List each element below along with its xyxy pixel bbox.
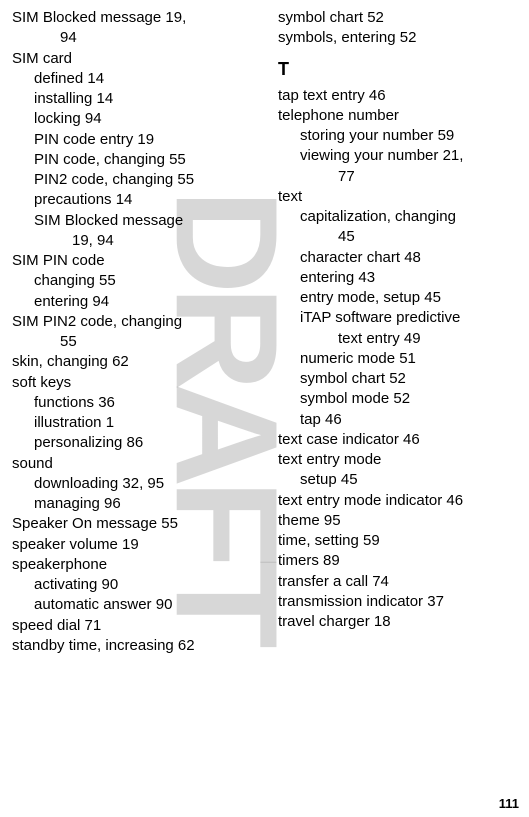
index-entry: SIM Blocked message 19,94	[12, 8, 272, 49]
index-entry: viewing your number 21,77	[278, 146, 529, 187]
index-entry: SIM PIN code	[12, 251, 272, 271]
index-entry: locking 94	[12, 109, 272, 129]
index-entry: capitalization, changing45	[278, 207, 529, 248]
index-entry: setup 45	[278, 470, 529, 490]
index-entry: PIN code, changing 55	[12, 150, 272, 170]
index-content: SIM Blocked message 19,94SIM carddefined…	[0, 0, 529, 656]
index-entry: automatic answer 90	[12, 595, 272, 615]
index-entry: functions 36	[12, 393, 272, 413]
index-entry: activating 90	[12, 575, 272, 595]
index-entry: time, setting 59	[278, 531, 529, 551]
index-entry: personalizing 86	[12, 433, 272, 453]
index-entry: soft keys	[12, 373, 272, 393]
index-entry: entering 94	[12, 292, 272, 312]
index-entry: travel charger 18	[278, 612, 529, 632]
index-entry: tap text entry 46	[278, 86, 529, 106]
index-entry: illustration 1	[12, 413, 272, 433]
index-entry: transmission indicator 37	[278, 592, 529, 612]
index-entry: symbol mode 52	[278, 389, 529, 409]
index-entry: changing 55	[12, 271, 272, 291]
index-entry: character chart 48	[278, 248, 529, 268]
index-entry: entry mode, setup 45	[278, 288, 529, 308]
index-entry: sound	[12, 454, 272, 474]
index-entry: text	[278, 187, 529, 207]
index-entry: speaker volume 19	[12, 535, 272, 555]
index-entry: standby time, increasing 62	[12, 636, 272, 656]
index-entry: defined 14	[12, 69, 272, 89]
index-entry: SIM Blocked message19, 94	[12, 211, 272, 252]
section-header-t: T	[278, 59, 529, 80]
index-entry: iTAP software predictivetext entry 49	[278, 308, 529, 349]
index-entry: SIM card	[12, 49, 272, 69]
left-column: SIM Blocked message 19,94SIM carddefined…	[12, 8, 272, 656]
index-entry: numeric mode 51	[278, 349, 529, 369]
right-column: symbol chart 52symbols, entering 52Ttap …	[278, 8, 529, 656]
index-entry: Speaker On message 55	[12, 514, 272, 534]
index-entry: telephone number	[278, 106, 529, 126]
index-entry: entering 43	[278, 268, 529, 288]
index-entry: tap 46	[278, 410, 529, 430]
index-entry: PIN2 code, changing 55	[12, 170, 272, 190]
index-entry: text entry mode	[278, 450, 529, 470]
index-entry: text case indicator 46	[278, 430, 529, 450]
index-entry: SIM PIN2 code, changing55	[12, 312, 272, 353]
index-entry: symbols, entering 52	[278, 28, 529, 48]
page-number: 111	[499, 796, 519, 811]
index-entry: skin, changing 62	[12, 352, 272, 372]
index-entry: managing 96	[12, 494, 272, 514]
index-entry: text entry mode indicator 46	[278, 491, 529, 511]
index-entry: speakerphone	[12, 555, 272, 575]
index-entry: timers 89	[278, 551, 529, 571]
index-entry: storing your number 59	[278, 126, 529, 146]
index-entry: speed dial 71	[12, 616, 272, 636]
index-entry: downloading 32, 95	[12, 474, 272, 494]
index-entry: transfer a call 74	[278, 572, 529, 592]
index-entry: precautions 14	[12, 190, 272, 210]
index-entry: theme 95	[278, 511, 529, 531]
index-entry: installing 14	[12, 89, 272, 109]
index-entry: PIN code entry 19	[12, 130, 272, 150]
index-entry: symbol chart 52	[278, 369, 529, 389]
index-entry: symbol chart 52	[278, 8, 529, 28]
